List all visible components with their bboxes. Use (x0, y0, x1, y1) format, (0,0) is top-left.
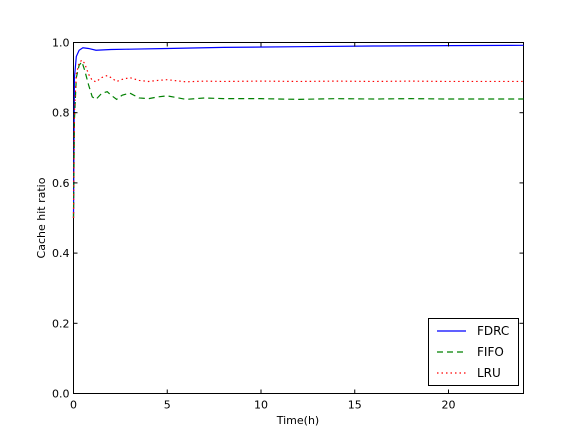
legend-label-fdrc: FDRC (477, 324, 509, 338)
legend-label-fifo: FIFO (477, 345, 504, 359)
y-tick-label: 1.0 (52, 37, 70, 50)
y-axis: 0.0 0.2 0.4 0.6 0.8 1.0 (52, 37, 524, 401)
y-tick-label: 0.2 (52, 317, 70, 330)
y-tick-label: 0.6 (52, 177, 70, 190)
series-layer (72, 44, 524, 219)
series-line-lru (72, 59, 524, 219)
x-tick-label: 0 (70, 399, 77, 412)
y-tick-label: 0.4 (52, 247, 70, 260)
series-line-fifo (72, 60, 524, 219)
x-axis: 0 5 10 15 20 (70, 42, 456, 412)
legend-label-lru: LRU (477, 366, 501, 380)
series-line-fdrc (72, 44, 524, 219)
x-axis-label: Time(h) (276, 414, 319, 427)
legend: FDRC FIFO LRU (428, 318, 519, 386)
y-axis-label: Cache hit ratio (35, 177, 48, 258)
x-tick-label: 15 (348, 399, 362, 412)
x-tick-label: 5 (164, 399, 171, 412)
x-tick-label: 20 (442, 399, 456, 412)
x-tick-label: 10 (254, 399, 268, 412)
legend-box (428, 318, 519, 386)
y-tick-label: 0.8 (52, 107, 70, 120)
y-tick-label: 0.0 (52, 388, 70, 401)
